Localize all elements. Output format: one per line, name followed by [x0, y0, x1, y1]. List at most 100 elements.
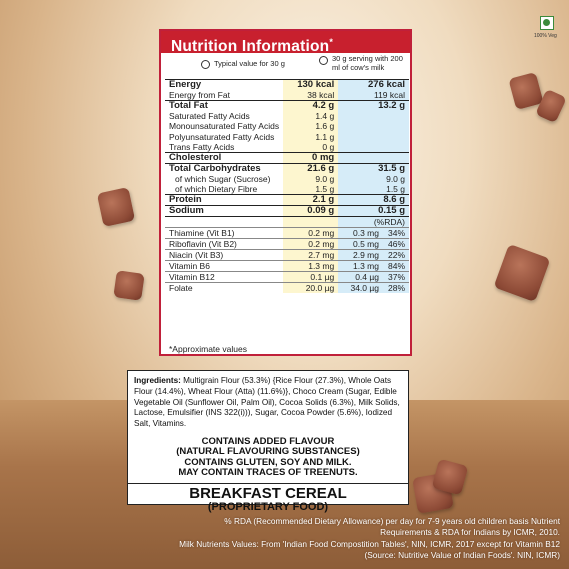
- row-label: of which Dietary Fibre: [175, 184, 258, 195]
- rda-percent: 37%: [387, 272, 405, 283]
- value-amount: 0.3 mg: [353, 228, 379, 239]
- table-row-vitamin: Vitamin B12 0.1 µg 0.4 µg 37%: [165, 271, 409, 283]
- row-label: Niacin (Vit B3): [165, 249, 284, 261]
- value-with-milk: 0.3 mg 34%: [338, 227, 409, 239]
- rda-percent: 46%: [387, 239, 405, 250]
- value-typical: 0.09 g: [283, 205, 339, 217]
- row-label: [165, 216, 284, 228]
- value-with-milk: 276 kcal: [338, 79, 409, 90]
- value-with-milk: [338, 121, 409, 132]
- cereal-piece-image: [96, 187, 136, 227]
- allergen-line: CONTAINS GLUTEN, SOY AND MILK.: [184, 456, 352, 468]
- rda-percent: 84%: [387, 261, 405, 272]
- table-row-protein: Protein 2.1 g 8.6 g: [165, 194, 409, 206]
- serving-option-30g: Typical value for 30 g: [201, 59, 285, 69]
- table-row-vitamin: Riboflavin (Vit B2) 0.2 mg 0.5 mg 46%: [165, 238, 409, 250]
- table-row-carbohydrates: Total Carbohydrates 21.6 g 31.5 g: [165, 162, 409, 174]
- rda-percent: 22%: [387, 250, 405, 261]
- table-row-trans-fat: Trans Fatty Acids 0 g: [165, 141, 409, 153]
- product-category-title: BREAKFAST CEREAL: [189, 484, 347, 502]
- milk-source-footnote: Milk Nutrients Values: From 'Indian Food…: [60, 539, 560, 561]
- value-typical: 130 kcal: [283, 79, 339, 90]
- nutrition-information-panel: Nutrition Information* Typical value for…: [159, 29, 412, 356]
- table-row-energy-fat: Energy from Fat 38 kcal 119 kcal: [165, 90, 409, 101]
- row-label: Total Carbohydrates: [165, 162, 284, 174]
- row-label: Protein: [165, 194, 284, 206]
- row-label: Energy: [165, 79, 284, 90]
- serving-option-label: 30 g serving with 200 ml of cow's milk: [332, 54, 403, 72]
- row-label: Polyunsaturated Fatty Acids: [169, 131, 275, 142]
- value-typical: [283, 216, 339, 228]
- serving-option-with-milk: 30 g serving with 200 ml of cow's milk: [319, 54, 411, 72]
- nutrition-title-mark: *: [329, 37, 334, 47]
- cereal-piece-image: [113, 270, 145, 301]
- table-row-polyunsaturated-fat: Polyunsaturated Fatty Acids 1.1 g: [165, 131, 409, 142]
- value-typical: 38 kcal: [283, 90, 339, 101]
- veg-symbol-icon: [540, 16, 554, 30]
- value-typical: 9.0 g: [283, 173, 339, 185]
- nutrition-title-text: Nutrition Information: [171, 38, 330, 56]
- table-row-vitamin: Folate 20.0 µg 34.0 µg 28%: [165, 282, 409, 294]
- value-with-milk: 1.5 g: [338, 184, 409, 195]
- row-label: of which Sugar (Sucrose): [175, 174, 271, 185]
- table-row-monounsaturated-fat: Monounsaturated Fatty Acids 1.6 g: [165, 121, 409, 132]
- allergen-line: MAY CONTAIN TRACES OF TREENUTS.: [178, 467, 358, 479]
- radio-circle-icon: [201, 60, 210, 69]
- value-typical: 0.1 µg: [283, 271, 339, 283]
- table-row-total-fat: Total Fat 4.2 g 13.2 g: [165, 100, 409, 111]
- row-label: Riboflavin (Vit B2): [165, 238, 284, 250]
- value-typical: 0.2 mg: [283, 227, 339, 239]
- value-typical: 1.3 mg: [283, 260, 339, 272]
- value-typical: 0 mg: [283, 151, 339, 164]
- value-amount: 0.5 mg: [353, 239, 379, 250]
- footnote-line: Requirements & RDA for Indians by ICMR, …: [380, 527, 560, 537]
- table-row-rda-header: (%RDA): [165, 216, 409, 228]
- row-label: Folate: [165, 282, 284, 294]
- value-typical: 0.2 mg: [283, 238, 339, 250]
- cereal-piece-image: [493, 243, 551, 303]
- approximate-values-note: *Approximate values: [169, 344, 247, 354]
- value-with-milk: 2.9 mg 22%: [338, 249, 409, 261]
- value-with-milk: 34.0 µg 28%: [338, 282, 409, 294]
- value-with-milk: 0.5 mg 46%: [338, 238, 409, 250]
- table-row-vitamin: Niacin (Vit B3) 2.7 mg 2.9 mg 22%: [165, 249, 409, 261]
- table-row-energy: Energy 130 kcal 276 kcal: [165, 79, 409, 90]
- value-with-milk: 13.2 g: [338, 100, 409, 111]
- allergen-line: (NATURAL FLAVOURING SUBSTANCES): [176, 446, 360, 458]
- table-row-cholesterol: Cholesterol 0 mg: [165, 151, 409, 164]
- value-amount: 1.3 mg: [353, 261, 379, 272]
- footnote-line: % RDA (Recommended Dietary Allowance) pe…: [224, 516, 560, 526]
- value-typical: 1.1 g: [283, 131, 339, 142]
- rda-header: (%RDA): [338, 216, 409, 228]
- row-label: Sodium: [165, 205, 284, 217]
- value-with-milk: 119 kcal: [338, 90, 409, 101]
- value-typical: 4.2 g: [283, 100, 339, 111]
- value-amount: 34.0 µg: [350, 283, 379, 294]
- nutrition-table: Energy 130 kcal 276 kcal Energy from Fat…: [165, 79, 409, 294]
- allergen-statement: CONTAINS ADDED FLAVOUR (NATURAL FLAVOURI…: [128, 436, 408, 479]
- value-typical: 1.5 g: [283, 184, 339, 195]
- row-label: Cholesterol: [165, 151, 284, 164]
- rda-percent: 34%: [387, 228, 405, 239]
- footnote-line: Milk Nutrients Values: From 'Indian Food…: [179, 539, 560, 549]
- ingredients-panel: Ingredients: Multigrain Flour (53.3%) {R…: [127, 370, 409, 513]
- table-row-sodium: Sodium 0.09 g 0.15 g: [165, 205, 409, 217]
- ingredients-text: Ingredients: Multigrain Flour (53.3%) {R…: [128, 371, 408, 430]
- product-category-subtitle: (PROPRIETARY FOOD): [207, 500, 329, 513]
- value-typical: 0 g: [283, 141, 339, 153]
- value-with-milk: [338, 141, 409, 153]
- value-typical: 2.1 g: [283, 194, 339, 206]
- value-amount: 2.9 mg: [353, 250, 379, 261]
- ingredients-heading: Ingredients:: [134, 376, 181, 385]
- value-with-milk: [338, 111, 409, 122]
- value-with-milk: 31.5 g: [338, 162, 409, 174]
- serving-options: Typical value for 30 g 30 g serving with…: [161, 53, 410, 77]
- row-label: Vitamin B6: [165, 260, 284, 272]
- value-with-milk: 0.4 µg 37%: [338, 271, 409, 283]
- value-with-milk: 9.0 g: [338, 173, 409, 185]
- value-with-milk: [338, 131, 409, 142]
- value-typical: 1.4 g: [283, 111, 339, 122]
- rda-footnote: % RDA (Recommended Dietary Allowance) pe…: [60, 516, 560, 538]
- value-typical: 20.0 µg: [283, 282, 339, 294]
- table-row-saturated-fat: Saturated Fatty Acids 1.4 g: [165, 111, 409, 122]
